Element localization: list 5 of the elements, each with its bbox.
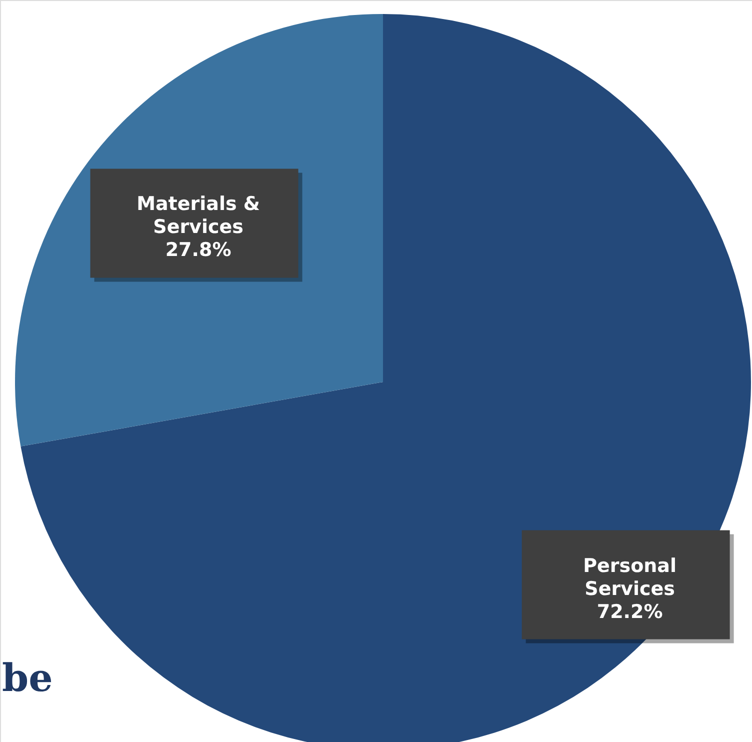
data-label: 27.8% [165,239,232,262]
data-label: 72.2% [596,600,663,623]
slice-label: Materials & Services [136,193,260,238]
text: be [2,655,53,700]
slice-label: Personal Services [583,554,677,600]
